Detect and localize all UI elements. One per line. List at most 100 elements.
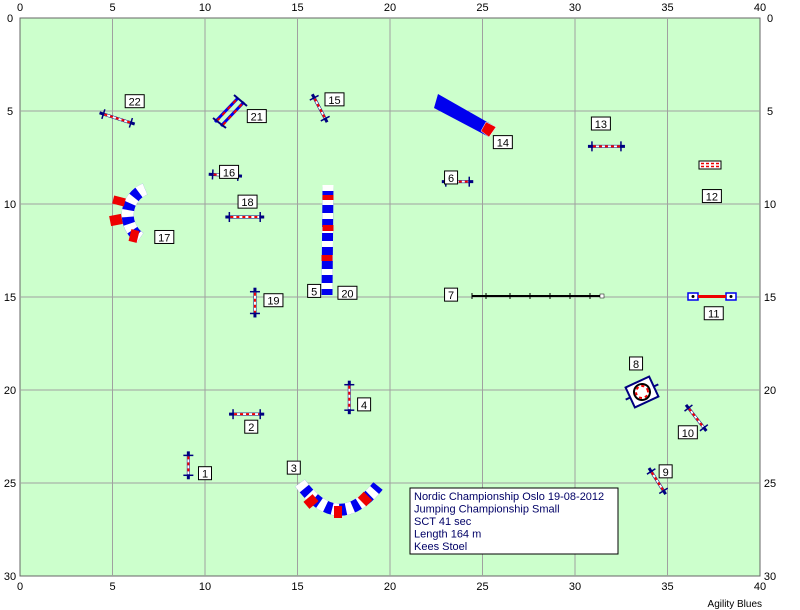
x-tick-label-top: 5 (109, 2, 115, 14)
svg-text:14: 14 (497, 138, 509, 150)
x-tick-label-top: 10 (199, 2, 211, 14)
y-axis-right: 0 5 10 15 20 25 30 (764, 13, 776, 583)
jump-4 (344, 380, 355, 415)
jump-2 (229, 409, 265, 420)
svg-text:9: 9 (663, 467, 669, 479)
y-tick-label-right: 25 (764, 478, 776, 490)
dogwalk-7 (471, 293, 605, 299)
svg-text:4: 4 (361, 400, 367, 412)
jump-13 (587, 141, 625, 152)
number-label-6: 6 (444, 170, 459, 185)
x-tick-label-top: 40 (754, 2, 766, 14)
grid-lines (20, 18, 760, 576)
tunnel-17 (109, 183, 148, 243)
number-label-16: 16 (219, 164, 240, 179)
number-label-7: 7 (444, 287, 459, 302)
jump-1 (183, 451, 194, 480)
svg-text:21: 21 (251, 112, 263, 124)
number-label-20: 20 (337, 285, 358, 300)
x-tick-label-top: 25 (476, 2, 488, 14)
y-tick-label-left: 10 (4, 199, 16, 211)
svg-text:13: 13 (595, 119, 607, 131)
x-tick-label-top: 20 (384, 2, 396, 14)
info-line-judge: Kees Stoel (414, 541, 467, 553)
info-line-event: Nordic Championship Oslo 19-08-2012 (414, 491, 604, 503)
svg-text:1: 1 (202, 469, 208, 481)
y-tick-label-right: 10 (764, 199, 776, 211)
number-label-12: 12 (701, 189, 722, 204)
number-label-2: 2 (244, 419, 259, 434)
jump-9 (646, 467, 669, 495)
x-tick-label-bottom: 10 (199, 581, 211, 593)
jumps-layer (99, 93, 709, 495)
number-label-9: 9 (658, 464, 673, 479)
svg-text:2: 2 (248, 422, 254, 434)
svg-text:15: 15 (328, 95, 340, 107)
svg-text:5: 5 (311, 286, 317, 298)
number-label-5: 5 (307, 283, 322, 298)
x-tick-label-bottom: 25 (476, 581, 488, 593)
number-label-17: 17 (154, 229, 175, 244)
y-tick-label-left: 5 (7, 106, 13, 118)
svg-text:20: 20 (341, 288, 353, 300)
x-tick-label-bottom: 30 (569, 581, 581, 593)
jump-22 (99, 109, 136, 128)
wall-12 (698, 160, 722, 170)
tunnel-3 (295, 479, 383, 518)
y-axis-left: 0 5 10 15 20 25 30 (4, 13, 16, 583)
info-line-class: Jumping Championship Small (414, 504, 560, 516)
y-tick-label-left: 20 (4, 385, 16, 397)
svg-text:17: 17 (158, 232, 170, 244)
number-label-21: 21 (246, 109, 267, 124)
y-tick-label-right: 0 (767, 13, 773, 25)
svg-text:19: 19 (267, 296, 279, 308)
svg-text:8: 8 (633, 359, 639, 371)
y-tick-label-right: 30 (764, 571, 776, 583)
number-label-19: 19 (263, 293, 284, 308)
tunnel-5-20 (321, 184, 334, 296)
y-tick-label-left: 15 (4, 292, 16, 304)
number-label-10: 10 (677, 425, 698, 440)
x-tick-label-bottom: 0 (17, 581, 23, 593)
x-axis-bottom: 0 5 10 15 20 25 30 35 40 (17, 581, 766, 593)
chute-14 (434, 94, 497, 138)
number-label-1: 1 (198, 466, 212, 481)
svg-text:6: 6 (448, 173, 454, 185)
jump-18 (225, 212, 265, 223)
x-tick-label-top: 35 (661, 2, 673, 14)
double-jump-21 (212, 94, 248, 129)
y-tick-label-left: 30 (4, 571, 16, 583)
info-line-length: Length 164 m (414, 529, 481, 541)
svg-text:3: 3 (291, 463, 297, 475)
svg-text:22: 22 (129, 97, 141, 109)
svg-text:12: 12 (706, 192, 718, 204)
y-tick-label-left: 0 (7, 13, 13, 25)
y-tick-label-right: 5 (767, 106, 773, 118)
y-tick-label-right: 20 (764, 385, 776, 397)
svg-text:16: 16 (223, 167, 235, 179)
jump-10 (684, 403, 709, 432)
x-tick-label-bottom: 35 (661, 581, 673, 593)
number-label-3: 3 (286, 460, 301, 475)
number-label-22: 22 (124, 94, 145, 109)
x-tick-label-bottom: 40 (754, 581, 766, 593)
x-tick-label-top: 30 (569, 2, 581, 14)
number-label-18: 18 (237, 194, 258, 209)
x-tick-label-top: 15 (291, 2, 303, 14)
tyre-8 (624, 375, 660, 409)
course-info-box: Nordic Championship Oslo 19-08-2012 Jump… (409, 487, 619, 555)
number-label-4: 4 (357, 397, 372, 412)
number-label-11: 11 (703, 306, 724, 321)
x-tick-label-bottom: 20 (384, 581, 396, 593)
jump-15 (309, 93, 330, 123)
number-label-15: 15 (324, 92, 345, 107)
jump-19 (249, 287, 260, 318)
x-axis-top: 0 5 10 15 20 25 30 35 40 (17, 2, 766, 14)
svg-text:7: 7 (448, 290, 454, 302)
number-label-14: 14 (492, 135, 513, 150)
credit-label: Agility Blues (707, 599, 762, 610)
y-tick-label-left: 25 (4, 478, 16, 490)
svg-text:18: 18 (241, 197, 253, 209)
